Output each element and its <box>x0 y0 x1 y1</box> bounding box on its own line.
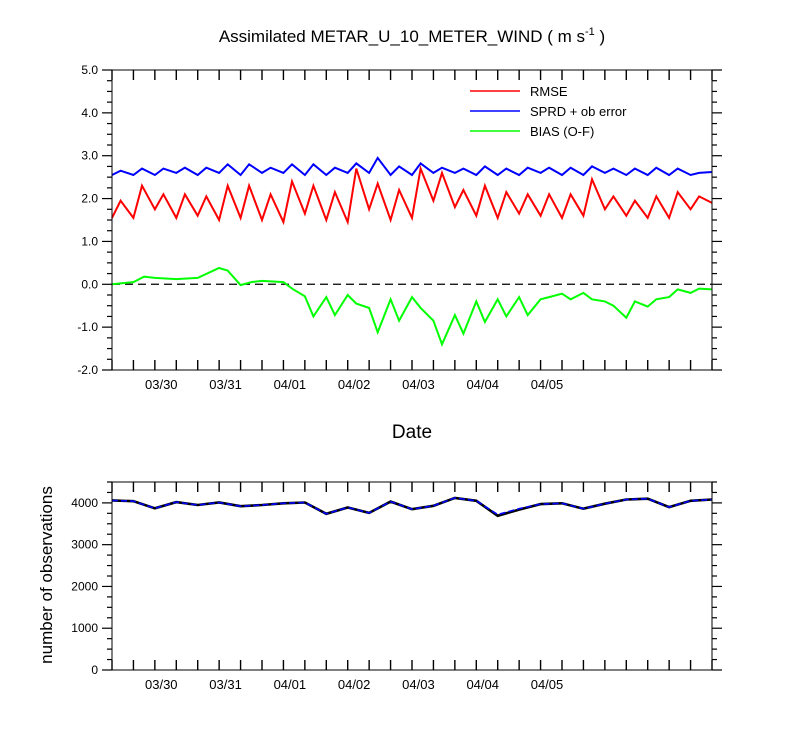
x-tick-label: 04/03 <box>402 377 435 392</box>
x-tick-label: 03/30 <box>145 377 178 392</box>
legend-label-bias: BIAS (O-F) <box>530 124 594 139</box>
y-tick-label: 1.0 <box>81 234 98 248</box>
series-line-bias <box>111 266 713 347</box>
x-tick-label: 04/02 <box>338 377 371 392</box>
obs-line-possible <box>111 497 713 516</box>
chart-title-exponent: -1 <box>585 26 595 38</box>
bottom-panel-x-tick-labels: 03/30 03/31 04/01 04/02 04/03 04/04 04/05 <box>145 677 563 692</box>
y-tick-label: 5.0 <box>81 63 98 77</box>
top-plot-frame <box>111 69 713 371</box>
top-panel-x-tick-labels: 03/30 03/31 04/01 04/02 04/03 04/04 04/05 <box>145 377 563 392</box>
legend-label-rmse: RMSE <box>530 84 568 99</box>
obs-line-used <box>111 496 713 518</box>
x-tick-label: 04/03 <box>402 677 435 692</box>
x-tick-label: 04/01 <box>274 377 307 392</box>
x-tick-label: 04/04 <box>466 677 499 692</box>
y-tick-label: 4.0 <box>81 106 98 120</box>
y-tick-label: 4000 <box>71 496 98 510</box>
x-axis-label: Date <box>392 422 432 443</box>
y-tick-label: 2.0 <box>81 192 98 206</box>
x-tick-label: 04/05 <box>531 677 564 692</box>
top-panel-y-tick-labels: 5.0 4.0 3.0 2.0 1.0 0.0 -1.0 -2.0 <box>77 63 98 377</box>
legend: RMSE SPRD + ob error BIAS (O-F) <box>470 84 627 139</box>
x-tick-label: 03/31 <box>209 677 242 692</box>
x-tick-label: 04/01 <box>274 677 307 692</box>
y-tick-label: -1.0 <box>77 320 98 334</box>
chart-title: Assimilated METAR_U_10_METER_WIND ( m s-… <box>219 26 605 46</box>
x-tick-label: 03/31 <box>209 377 242 392</box>
y-axis-label: number of observations <box>37 486 56 664</box>
y-tick-label: 2000 <box>71 579 98 593</box>
top-panel-series <box>111 156 713 347</box>
x-tick-label: 04/02 <box>338 677 371 692</box>
legend-label-sprd: SPRD + ob error <box>530 104 627 119</box>
rmse-bias-panel: Assimilated METAR_U_10_METER_WIND ( m s-… <box>77 26 722 443</box>
x-tick-label: 04/04 <box>466 377 499 392</box>
bottom-plot-frame <box>111 481 713 671</box>
y-tick-label: 3000 <box>71 538 98 552</box>
y-tick-label: 3.0 <box>81 149 98 163</box>
chart-title-close: ) <box>595 27 605 46</box>
chart-title-text: Assimilated METAR_U_10_METER_WIND ( m s <box>219 27 585 46</box>
x-tick-label: 03/30 <box>145 677 178 692</box>
y-tick-label: 0.0 <box>81 277 98 291</box>
y-tick-label: -2.0 <box>77 363 98 377</box>
observation-count-panel: 4000 3000 2000 1000 0 03/30 03/31 04/01 04/02 04… <box>37 481 722 692</box>
y-tick-label: 0 <box>91 663 98 677</box>
y-tick-label: 1000 <box>71 621 98 635</box>
series-line-rmse <box>111 164 713 226</box>
bottom-panel-series <box>111 496 713 518</box>
x-tick-label: 04/05 <box>531 377 564 392</box>
top-panel-ticks <box>102 69 722 371</box>
bottom-panel-y-tick-labels: 4000 3000 2000 1000 0 <box>71 496 98 677</box>
series-line-sprd <box>111 156 713 177</box>
